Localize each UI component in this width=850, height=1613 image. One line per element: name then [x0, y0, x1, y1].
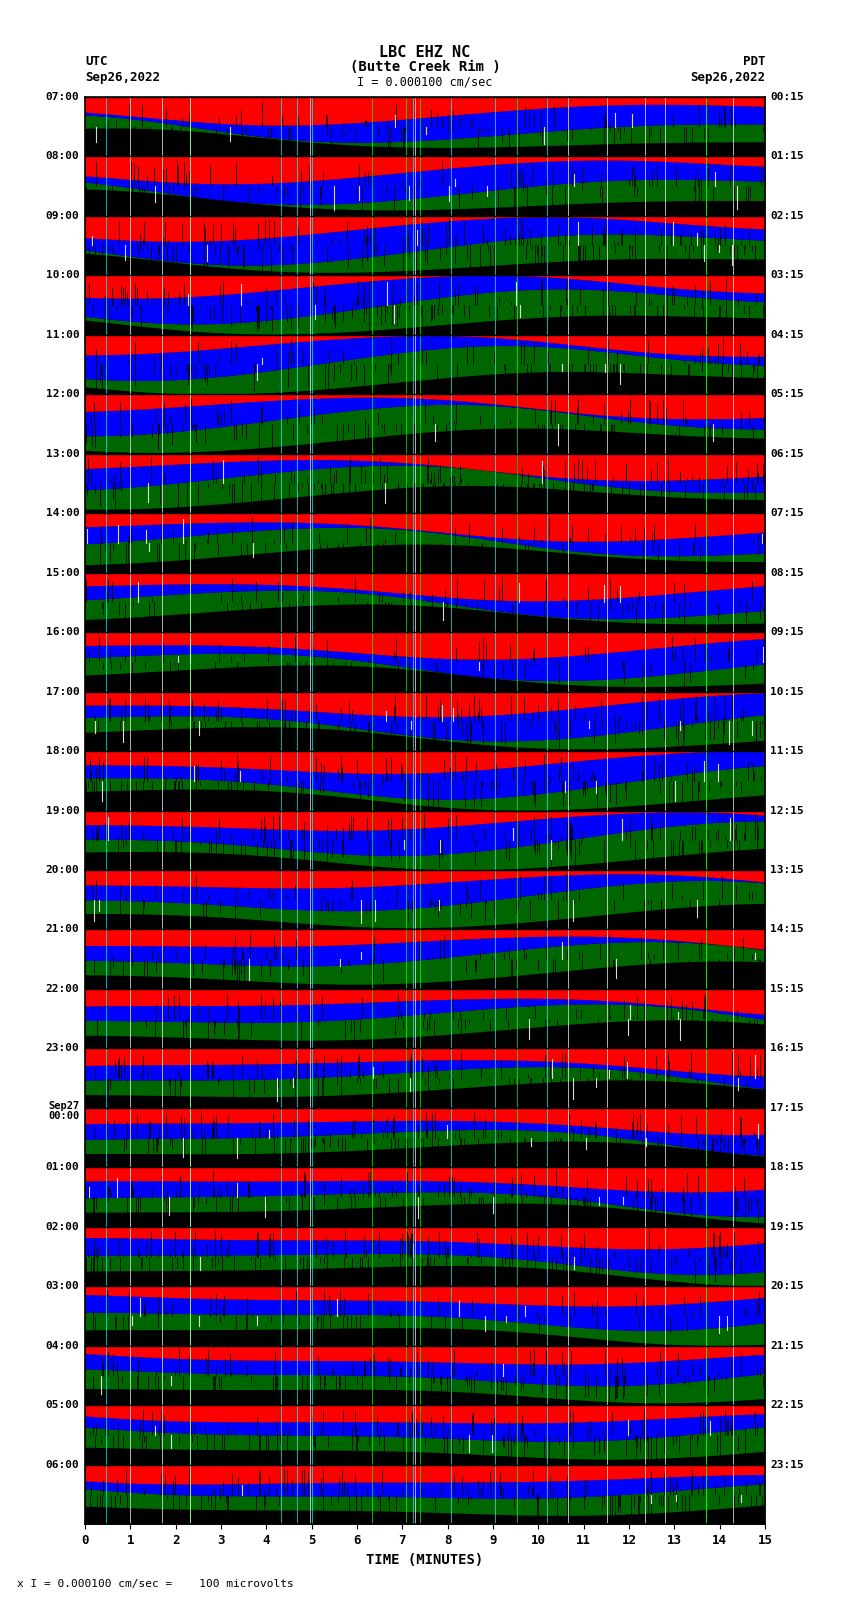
Text: 00:00: 00:00 [48, 1111, 80, 1121]
Text: PDT: PDT [743, 55, 765, 68]
Text: 12:15: 12:15 [770, 805, 804, 816]
Text: 10:15: 10:15 [770, 687, 804, 697]
Text: (Butte Creek Rim ): (Butte Creek Rim ) [349, 60, 501, 74]
Text: 23:00: 23:00 [46, 1044, 80, 1053]
Text: 23:15: 23:15 [770, 1460, 804, 1469]
Text: 22:15: 22:15 [770, 1400, 804, 1410]
Text: x I = 0.000100 cm/sec =    100 microvolts: x I = 0.000100 cm/sec = 100 microvolts [17, 1579, 294, 1589]
Text: 20:00: 20:00 [46, 865, 80, 874]
Text: 13:15: 13:15 [770, 865, 804, 874]
Text: 09:00: 09:00 [46, 211, 80, 221]
Text: 07:15: 07:15 [770, 508, 804, 518]
Text: 07:00: 07:00 [46, 92, 80, 102]
Text: 15:15: 15:15 [770, 984, 804, 994]
Text: 00:15: 00:15 [770, 92, 804, 102]
Text: 19:15: 19:15 [770, 1223, 804, 1232]
Text: 12:00: 12:00 [46, 389, 80, 398]
Text: Sep26,2022: Sep26,2022 [690, 71, 765, 84]
Text: 14:00: 14:00 [46, 508, 80, 518]
Text: 06:00: 06:00 [46, 1460, 80, 1469]
Text: 04:00: 04:00 [46, 1340, 80, 1350]
Text: 16:15: 16:15 [770, 1044, 804, 1053]
Text: 18:15: 18:15 [770, 1163, 804, 1173]
Text: 21:15: 21:15 [770, 1340, 804, 1350]
Text: 22:00: 22:00 [46, 984, 80, 994]
Text: 03:00: 03:00 [46, 1281, 80, 1292]
Text: 18:00: 18:00 [46, 747, 80, 756]
Text: 13:00: 13:00 [46, 448, 80, 458]
Text: UTC: UTC [85, 55, 107, 68]
Text: 14:15: 14:15 [770, 924, 804, 934]
Text: LBC EHZ NC: LBC EHZ NC [379, 45, 471, 60]
Text: 10:00: 10:00 [46, 271, 80, 281]
Text: 16:00: 16:00 [46, 627, 80, 637]
Text: 08:15: 08:15 [770, 568, 804, 577]
Text: 02:15: 02:15 [770, 211, 804, 221]
Text: 03:15: 03:15 [770, 271, 804, 281]
Text: 01:15: 01:15 [770, 152, 804, 161]
Text: 17:00: 17:00 [46, 687, 80, 697]
Text: I = 0.000100 cm/sec: I = 0.000100 cm/sec [357, 76, 493, 89]
Text: 11:00: 11:00 [46, 329, 80, 340]
Text: 20:15: 20:15 [770, 1281, 804, 1292]
Text: Sep27: Sep27 [48, 1102, 80, 1111]
Text: 08:00: 08:00 [46, 152, 80, 161]
Text: 15:00: 15:00 [46, 568, 80, 577]
Text: 05:00: 05:00 [46, 1400, 80, 1410]
Text: 21:00: 21:00 [46, 924, 80, 934]
Text: 04:15: 04:15 [770, 329, 804, 340]
Text: 06:15: 06:15 [770, 448, 804, 458]
Text: 02:00: 02:00 [46, 1223, 80, 1232]
Text: 01:00: 01:00 [46, 1163, 80, 1173]
Text: 05:15: 05:15 [770, 389, 804, 398]
Text: 09:15: 09:15 [770, 627, 804, 637]
Text: 19:00: 19:00 [46, 805, 80, 816]
Text: 11:15: 11:15 [770, 747, 804, 756]
Text: Sep26,2022: Sep26,2022 [85, 71, 160, 84]
X-axis label: TIME (MINUTES): TIME (MINUTES) [366, 1553, 484, 1566]
Text: 17:15: 17:15 [770, 1103, 804, 1113]
